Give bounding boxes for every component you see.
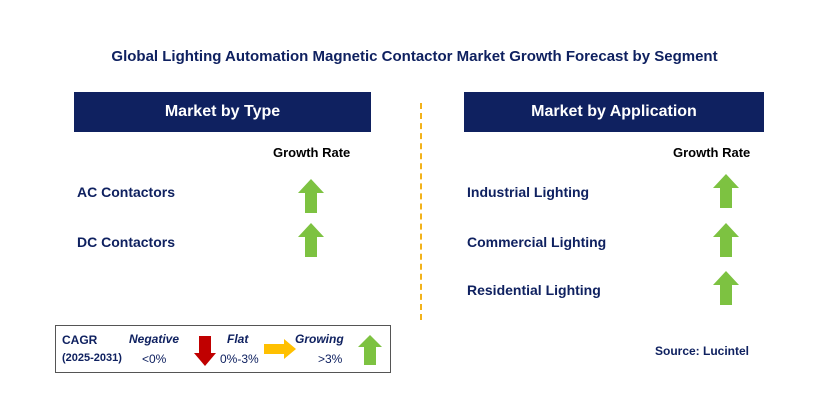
up-arrow-icon: [298, 223, 324, 257]
legend-flat-range: 0%-3%: [220, 352, 259, 366]
up-arrow-icon: [713, 271, 739, 305]
up-arrow-icon: [713, 223, 739, 257]
legend-period-label: (2025-2031): [62, 352, 122, 364]
cagr-legend: CAGR (2025-2031) Negative <0% Flat 0%-3%…: [55, 325, 391, 373]
legend-negative-label: Negative: [129, 332, 180, 346]
source-note: Source: Lucintel: [655, 344, 750, 358]
up-arrow-icon: [358, 335, 382, 365]
up-arrow-icon: [713, 174, 739, 208]
application-row-industrial: Industrial Lighting: [467, 184, 590, 200]
legend-flat-label: Flat: [227, 332, 249, 346]
panel-divider: [420, 103, 422, 320]
application-row-commercial: Commercial Lighting: [467, 234, 607, 250]
legend-negative-range: <0%: [142, 352, 167, 366]
type-row-ac-contactors: AC Contactors: [77, 184, 176, 200]
application-growth-rate-label: Growth Rate: [673, 145, 751, 160]
type-panel-header: Market by Type: [74, 92, 371, 132]
chart-title: Global Lighting Automation Magnetic Cont…: [111, 48, 718, 65]
legend-growing-label: Growing: [295, 332, 344, 346]
type-row-dc-contactors: DC Contactors: [77, 234, 176, 250]
application-panel-header: Market by Application: [464, 92, 764, 132]
up-arrow-icon: [298, 179, 324, 213]
application-row-residential: Residential Lighting: [467, 282, 601, 298]
legend-cagr-label: CAGR: [62, 333, 98, 347]
right-arrow-icon: [264, 339, 296, 359]
legend-growing-range: >3%: [318, 352, 343, 366]
type-growth-rate-label: Growth Rate: [273, 145, 351, 160]
down-arrow-icon: [194, 336, 216, 366]
